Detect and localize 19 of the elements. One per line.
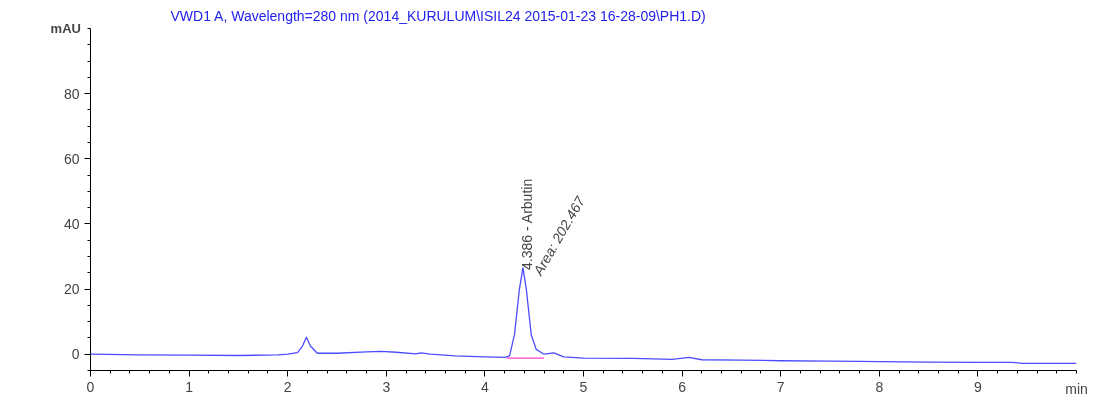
x-tick-label: 0 — [86, 378, 95, 395]
y-tick-label: 80 — [63, 85, 80, 102]
y-tick-label: 40 — [63, 215, 80, 232]
x-tick-label: 2 — [283, 378, 292, 395]
x-tick-label: 3 — [382, 378, 391, 395]
y-tick-label: 20 — [63, 281, 80, 298]
x-tick-label: 4 — [481, 378, 490, 395]
x-tick-label: 9 — [974, 378, 983, 395]
y-tick-label: 60 — [63, 150, 80, 167]
y-tick-label: 0 — [71, 346, 80, 363]
chart-title: VWD1 A, Wavelength=280 nm (2014_KURULUM\ISIL24 2015-01-23 16-28-09\PH1.D) — [170, 7, 706, 24]
x-tick-label: 6 — [678, 378, 687, 395]
x-tick-label: 7 — [776, 378, 785, 395]
x-axis-title: min — [1065, 380, 1088, 397]
annotation: 4.386 - Arbutin — [518, 178, 535, 270]
x-tick-label: 1 — [185, 378, 194, 395]
x-tick-label: 5 — [579, 378, 588, 395]
y-axis-title: mAU — [50, 21, 81, 36]
x-tick-label: 8 — [875, 378, 884, 395]
